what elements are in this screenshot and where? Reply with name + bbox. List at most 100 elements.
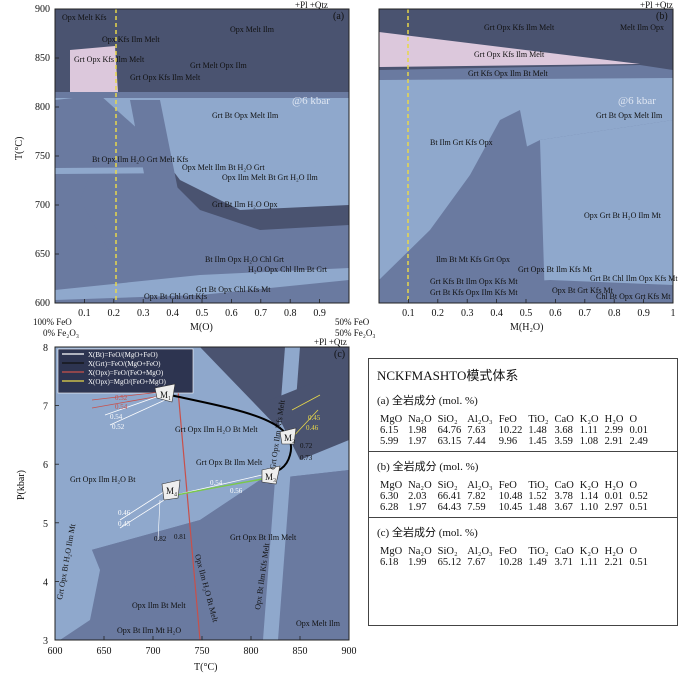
table-cell: 10.28 [498, 557, 523, 568]
field-label: Grt Kfs Bt Ilm Opx Kfs Mt [430, 277, 518, 286]
field [55, 92, 349, 98]
isopleth-value: 0.46 [118, 509, 131, 517]
column-header: K₂O [579, 546, 599, 557]
field-label: Grt Opx Ilm H₂O Bt [70, 475, 136, 484]
table-cell: 3.59 [554, 436, 573, 447]
table-cell: 0.01 [604, 491, 623, 502]
field-label: H₂O Opx Chl Ilm Bt Grt [248, 265, 328, 274]
y-tick-label: 850 [35, 53, 50, 64]
column-header: CaO [554, 414, 574, 425]
table-cell: 1.10 [579, 502, 599, 513]
header-row: MgO Na₂O SiO₂ Al₂O₃ FeO TiO₂ CaO K₂O H₂O O [377, 414, 651, 425]
x-tick-label: 0.2 [432, 308, 445, 319]
field [55, 520, 100, 640]
column-header: MgO [380, 546, 403, 557]
field-label: Bt Opx Ilm H₂O Grt Melt Kfs [92, 155, 188, 164]
y-tick-label: 650 [35, 249, 50, 260]
isopleth-value: 0.56 [230, 487, 243, 495]
section-subtitle: (c) 全岩成分 (mol. %) [377, 527, 478, 539]
isopleth-line [91, 391, 161, 401]
column-header: K₂O [579, 480, 599, 491]
panel-a-top-label: +Pl +Qtz [295, 0, 328, 10]
point-label-m3: M₃ [265, 472, 276, 482]
x-tick-label: 1 [671, 308, 676, 319]
field-label: Opx Bt Grt Kfs Mt [552, 286, 614, 295]
panel-a-x-axis-label: M(O) [190, 322, 213, 333]
field-label: Chl Bt Opx Grt Kfs Mt [596, 292, 671, 301]
isopleth-value: 0.73 [300, 454, 313, 462]
field-label: Grt Bt Opx Melt Ilm [596, 111, 663, 120]
column-header: FeO [498, 414, 517, 425]
table-cell: 6.15 [380, 425, 399, 436]
field [55, 166, 349, 174]
table-cell: 1.99 [408, 557, 427, 568]
panel-c-x-axis-label: T(°C) [194, 662, 217, 673]
isopleth-value: 0.54 [110, 413, 123, 421]
field [379, 78, 673, 280]
isopleth-line [104, 394, 163, 416]
point-label-m2: M₂ [284, 433, 295, 443]
field-label: Grt Opx Bt Ilm Kfs Mt [518, 265, 593, 274]
header-row: MgO Na₂O SiO₂ Al₂O₃ FeO TiO₂ CaO K₂O H₂O O [377, 546, 651, 557]
point-marker [161, 479, 181, 501]
x-tick-label: 0.1 [402, 308, 415, 319]
isopleth-line [109, 399, 166, 426]
column-header: MgO [380, 414, 403, 425]
column-header: FeO [498, 480, 517, 491]
point-label-m1: M₁ [160, 390, 171, 400]
column-header: Al₂O₃ [467, 414, 493, 425]
table-cell: 7.59 [467, 502, 486, 513]
x-tick-label: 0.4 [490, 308, 503, 319]
field-label: Grt Opx Kfs Ilm Melt [484, 23, 555, 32]
field-label: Grt Bt Ilm H₂O Opx [212, 200, 277, 209]
table-cell: 63.15 [437, 436, 462, 447]
isopleth-value: 0.46 [306, 424, 319, 432]
column-header: H₂O [604, 480, 624, 491]
table-section: (b) 全岩成分 (mol. %) MgO Na₂O SiO₂ Al₂O₃ FeO TiO₂… [369, 451, 677, 517]
table-row: 6.18 1.99 65.12 7.67 10.28 1.49 3.71 1.11 2.21 0.… [377, 557, 651, 568]
field [55, 92, 349, 210]
isopleth-line [291, 394, 321, 411]
x-tick-label: 750 [195, 646, 210, 657]
x-tick-label: 700 [146, 646, 161, 657]
x-tick-label: 0.8 [284, 308, 297, 319]
field-label: Melt Ilm Opx [620, 23, 664, 32]
panel-a-x-ticks: 0.1 0.2 0.3 0.4 0.5 0.6 0.7 0.8 0.9 [78, 299, 326, 319]
table-cell: 3.71 [554, 557, 573, 568]
field-label: Opx Kfs Ilm Melt [102, 35, 160, 44]
field [55, 268, 349, 300]
y-tick-label: 600 [35, 298, 50, 309]
column-header: TiO₂ [528, 546, 549, 557]
panel-b-tag: (b) [656, 11, 668, 22]
isopleth-value: 0.81 [174, 533, 187, 541]
isopleth-value: 0.45 [118, 520, 131, 528]
column-header: O [629, 414, 638, 425]
y-tick-label: 3 [43, 636, 48, 647]
field-label: Opx Grt Bt H₂O Ilm Mt [584, 211, 662, 220]
table-cell: 2.49 [629, 436, 648, 447]
table-cell: 1.97 [408, 502, 427, 513]
panel-b-x-ticks: 0.1 0.2 0.3 0.4 0.5 0.6 0.7 0.8 0.9 1 [402, 299, 676, 319]
column-header: FeO [498, 546, 517, 557]
table-cell: 1.48 [528, 425, 547, 436]
field-label: Opx Melt Ilm Bt H₂O Grt [182, 163, 265, 172]
field [379, 280, 673, 303]
table-cell: 9.96 [498, 436, 518, 447]
isopleth-value: 0.54 [210, 479, 223, 487]
panel-c-y-axis-label: P(kbar) [16, 470, 27, 500]
table-cell: 2.21 [604, 557, 623, 568]
field-label: Grt Kfs Opx Ilm Bt Melt [468, 69, 549, 78]
y-tick-label: 4 [43, 577, 48, 588]
table-cell: 66.41 [437, 491, 462, 502]
field-label: Grt Opx Bt Ilm Melt [196, 458, 263, 467]
column-header: H₂O [604, 414, 624, 425]
table-cell: 6.18 [380, 557, 399, 568]
legend-entry: X(Bt)=FeO/(MgO+FeO) [88, 351, 158, 359]
column-header: O [629, 480, 638, 491]
y-tick-label: 750 [35, 151, 50, 162]
table-cell: 65.12 [437, 557, 462, 568]
field-label: Grt Opx Ilm H₂O Bt Melt [175, 425, 258, 434]
field-label: Opx Ilm Bt Melt [132, 601, 186, 610]
composition-values: MgO Na₂O SiO₂ Al₂O₃ FeO TiO₂ CaO K₂O H₂O O 6.18 1.9… [377, 546, 651, 568]
panel-a-pressure: @6 kbar [292, 95, 330, 107]
